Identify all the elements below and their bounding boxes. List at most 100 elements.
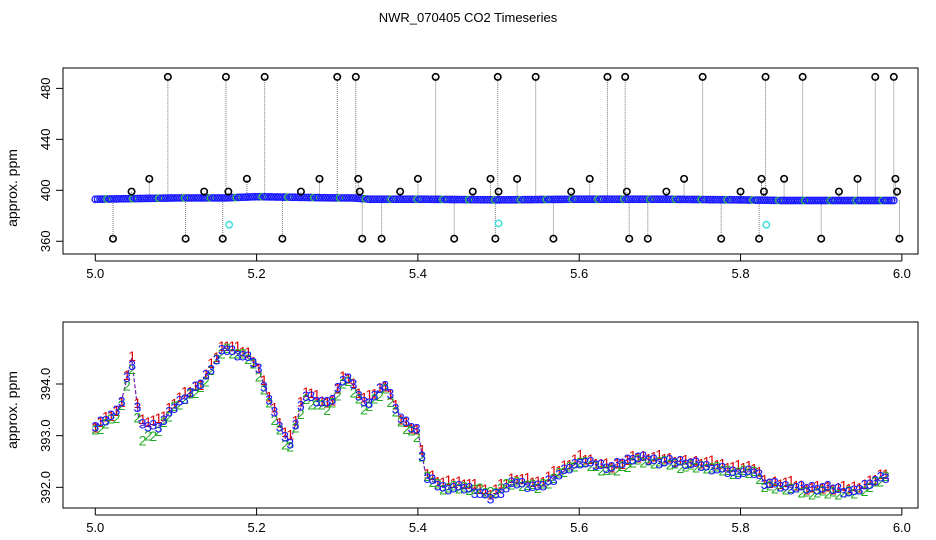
- series-2-glyph: 2: [618, 458, 626, 474]
- series-3-glyph: 3: [718, 460, 726, 476]
- series-2-glyph: 2: [160, 414, 168, 430]
- bottom-series-line: [94, 347, 886, 499]
- series-3-glyph: 3: [755, 466, 763, 482]
- series-1-glyph: 1: [624, 452, 632, 468]
- top-x-tick-label: 5.6: [570, 266, 588, 281]
- series-2-glyph: 2: [782, 481, 790, 497]
- series-2-glyph: 2: [545, 475, 553, 491]
- series-2-glyph: 2: [186, 386, 194, 402]
- series-2-glyph: 2: [207, 362, 215, 378]
- series-1-glyph: 1: [455, 473, 463, 489]
- outlier-point: [621, 72, 630, 81]
- series-1-glyph: 1: [750, 461, 758, 477]
- top-x-tick-label: 5.2: [248, 266, 266, 281]
- baseline-point: [220, 194, 229, 202]
- series-2-glyph: 2: [218, 345, 226, 361]
- series-3-glyph: 3: [787, 481, 795, 497]
- series-1-glyph: 1: [255, 361, 263, 377]
- series-1-glyph: 1: [313, 387, 321, 403]
- series-1-glyph: 1: [871, 472, 879, 488]
- series-2-glyph: 2: [213, 351, 221, 367]
- series-2-glyph: 2: [740, 462, 748, 478]
- series-1-glyph: 1: [176, 389, 184, 405]
- bottom-x-tick-label: 5.6: [570, 520, 588, 535]
- series-1-glyph: 1: [292, 413, 300, 429]
- series-2-glyph: 2: [434, 476, 442, 492]
- series-3-glyph: 3: [587, 453, 595, 469]
- series-3-glyph: 3: [228, 342, 236, 358]
- series-2-glyph: 2: [165, 409, 173, 425]
- series-2-glyph: 2: [529, 476, 537, 492]
- series-3-glyph: 3: [281, 428, 289, 444]
- series-3-glyph: 3: [213, 352, 221, 368]
- series-3-glyph: 3: [750, 465, 758, 481]
- series-1-glyph: 1: [798, 477, 806, 493]
- series-3-glyph: 3: [882, 470, 890, 486]
- series-2-glyph: 2: [255, 368, 263, 384]
- series-1-glyph: 1: [97, 414, 105, 430]
- outlier-point: [242, 174, 251, 183]
- series-1-glyph: 1: [439, 474, 447, 490]
- series-3-glyph: 3: [191, 378, 199, 394]
- series-3-glyph: 3: [555, 466, 563, 482]
- series-2-glyph: 2: [634, 451, 642, 467]
- series-3-glyph: 3: [429, 471, 437, 487]
- baseline-point: [227, 193, 236, 202]
- series-2-glyph: 2: [439, 481, 447, 497]
- outlier-point: [431, 72, 440, 81]
- series-2-glyph: 2: [466, 482, 474, 498]
- series-1-glyph: 1: [144, 414, 152, 430]
- top-spike-lines: [112, 76, 900, 239]
- series-1-glyph: 1: [186, 383, 194, 399]
- series-3-glyph: 3: [523, 479, 531, 495]
- series-3-glyph: 3: [813, 481, 821, 497]
- series-3-glyph: 3: [318, 394, 326, 410]
- series-1-glyph: 1: [618, 456, 626, 472]
- outlier-point: [494, 187, 503, 196]
- series-3-glyph: 3: [776, 479, 784, 495]
- series-2-glyph: 2: [450, 477, 458, 493]
- outlier-point: [450, 234, 459, 243]
- series-3-glyph: 3: [181, 391, 189, 407]
- series-2-glyph: 2: [497, 480, 505, 496]
- series-2-glyph: 2: [202, 373, 210, 389]
- series-3-glyph: 3: [508, 474, 516, 490]
- series-3-glyph: 3: [265, 392, 273, 408]
- series-2-glyph: 2: [228, 345, 236, 361]
- series-2-glyph: 2: [671, 456, 679, 472]
- series-2-glyph: 2: [871, 474, 879, 490]
- series-1-glyph: 1: [318, 393, 326, 409]
- series-1-glyph: 1: [655, 446, 663, 462]
- series-1-glyph: 1: [792, 478, 800, 494]
- series-1-glyph: 1: [840, 477, 848, 493]
- series-2-glyph: 2: [265, 395, 273, 411]
- series-2-glyph: 2: [413, 429, 421, 445]
- series-2-glyph: 2: [155, 423, 163, 439]
- outlier-point: [278, 234, 287, 243]
- series-2-glyph: 2: [170, 398, 178, 414]
- series-3-glyph: 3: [740, 464, 748, 480]
- outlier-point: [834, 187, 843, 196]
- series-1-glyph: 1: [603, 455, 611, 471]
- series-2-glyph: 2: [118, 397, 126, 413]
- outlier-point: [698, 72, 707, 81]
- series-1-glyph: 1: [323, 394, 331, 410]
- series-1-glyph: 1: [534, 473, 542, 489]
- series-1-glyph: 1: [761, 472, 769, 488]
- series-3-glyph: 3: [134, 399, 142, 415]
- series-3-glyph: 3: [302, 388, 310, 404]
- series-2-glyph: 2: [613, 463, 621, 479]
- series-3-glyph: 3: [344, 370, 352, 386]
- series-3-glyph: 3: [661, 454, 669, 470]
- series-2-glyph: 2: [476, 480, 484, 496]
- series-1-glyph: 1: [671, 454, 679, 470]
- series-3-glyph: 3: [629, 452, 637, 468]
- series-1-glyph: 1: [692, 452, 700, 468]
- series-1-glyph: 1: [223, 338, 231, 354]
- series-1-glyph: 1: [581, 451, 589, 467]
- outlier-point: [622, 187, 631, 196]
- series-3-glyph: 3: [423, 470, 431, 486]
- series-2-glyph: 2: [318, 397, 326, 413]
- series-2-glyph: 2: [692, 460, 700, 476]
- series-1-glyph: 1: [244, 344, 252, 360]
